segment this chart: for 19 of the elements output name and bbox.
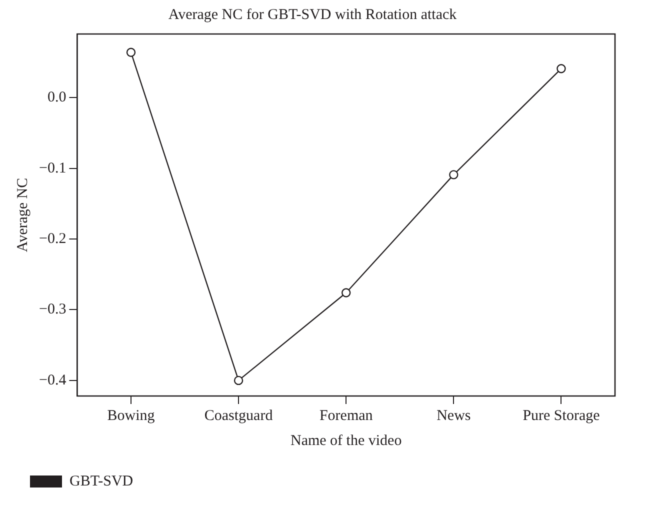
y-tick-label: −0.2 bbox=[38, 230, 66, 247]
x-axis-title: Name of the video bbox=[290, 432, 402, 449]
y-axis-title: Average NC bbox=[14, 178, 31, 252]
y-tick-label: 0.0 bbox=[47, 90, 66, 106]
y-tick-label: −0.4 bbox=[38, 372, 67, 388]
x-tick-label: Bowing bbox=[107, 408, 156, 424]
point bbox=[342, 288, 351, 298]
legend-label: GBT-SVD bbox=[70, 473, 134, 490]
chart-title: Average NC for GBT-SVD with Rotation attack bbox=[168, 6, 458, 23]
x-tick-label: Pure Storage bbox=[522, 408, 600, 424]
y-tick-label: −0.3 bbox=[38, 302, 66, 318]
x-tick-label: News bbox=[436, 408, 471, 424]
point bbox=[449, 170, 458, 180]
point bbox=[556, 64, 566, 74]
x-tick-label: Coastguard bbox=[204, 408, 274, 424]
y-tick-label: −0.1 bbox=[38, 160, 66, 176]
point bbox=[126, 48, 136, 57]
x-tick-label: Foreman bbox=[319, 408, 374, 424]
point bbox=[234, 376, 244, 386]
